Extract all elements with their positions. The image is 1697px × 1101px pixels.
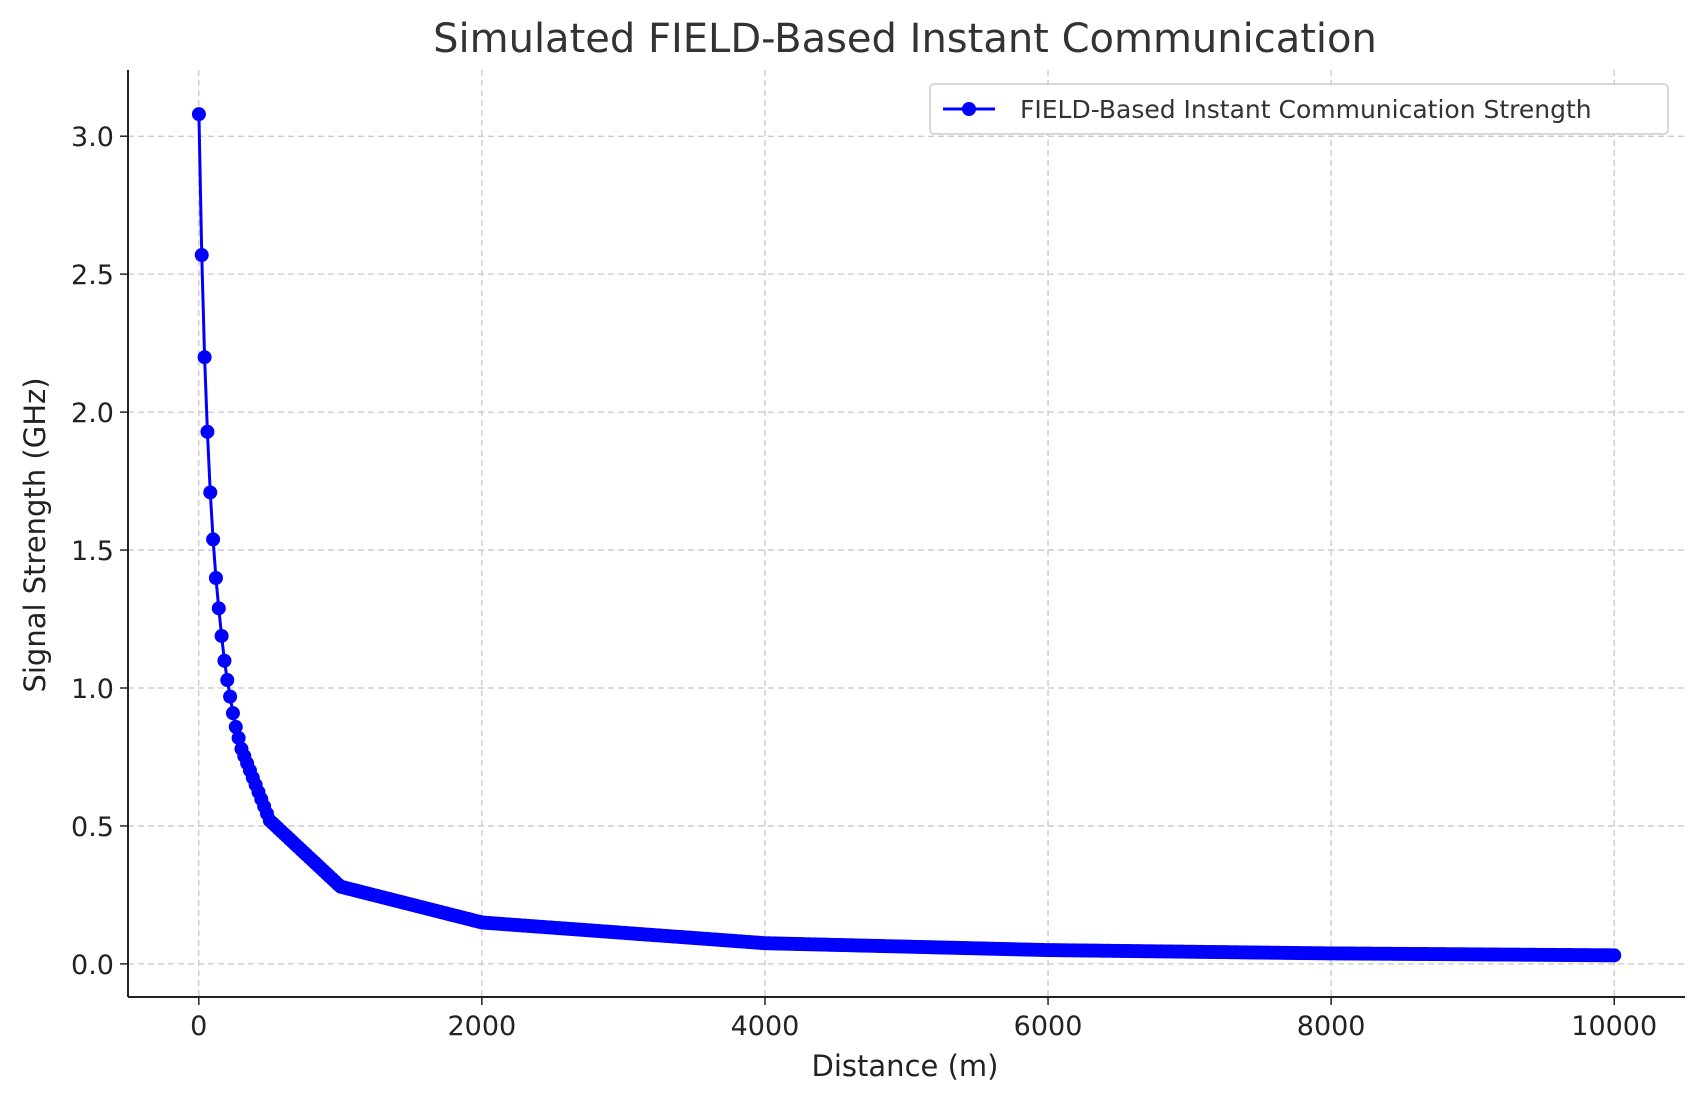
y-tick-label: 3.0 (71, 122, 114, 153)
data-point (194, 248, 209, 263)
x-tick-label: 6000 (1014, 1011, 1083, 1042)
y-axis-label: Signal Strength (GHz) (18, 377, 52, 692)
data-point (231, 730, 246, 745)
data-point (217, 653, 232, 668)
data-point (203, 485, 218, 500)
y-tick-label: 2.5 (71, 260, 114, 291)
series-group (191, 107, 1622, 963)
ticks: 0 2000 4000 6000 8000 10000 0.0 0.5 1.0 1.5 2.0 2.5… (71, 122, 1657, 1042)
x-axis-label: Distance (m) (812, 1049, 999, 1083)
chart-title: Simulated FIELD-Based Instant Communicat… (433, 16, 1377, 62)
data-point (228, 719, 243, 734)
data-point (1607, 948, 1622, 963)
y-tick-label: 1.0 (71, 674, 114, 705)
x-tick-label: 4000 (731, 1011, 800, 1042)
legend: FIELD-Based Instant Communication Streng… (929, 83, 1669, 135)
grid (128, 70, 1685, 997)
data-point (223, 689, 238, 704)
data-point (208, 570, 223, 585)
data-point (191, 107, 206, 122)
legend-label: FIELD-Based Instant Communication Streng… (1020, 95, 1592, 124)
y-tick-label: 1.5 (71, 536, 114, 567)
x-tick-label: 2000 (448, 1011, 517, 1042)
y-tick-label: 0.0 (71, 950, 114, 981)
data-point (211, 601, 226, 616)
x-tick-label: 10000 (1571, 1011, 1657, 1042)
axes (127, 70, 1685, 998)
data-point (225, 706, 240, 721)
data-point (206, 532, 221, 547)
x-tick-label: 8000 (1297, 1011, 1366, 1042)
data-point (220, 673, 235, 688)
y-tick-label: 2.0 (71, 398, 114, 429)
data-point (200, 424, 215, 439)
legend-box (929, 83, 1669, 135)
x-tick-label: 0 (190, 1011, 207, 1042)
data-point (214, 628, 229, 643)
legend-marker (962, 102, 976, 116)
y-tick-label: 0.5 (71, 812, 114, 843)
data-point (197, 350, 212, 365)
